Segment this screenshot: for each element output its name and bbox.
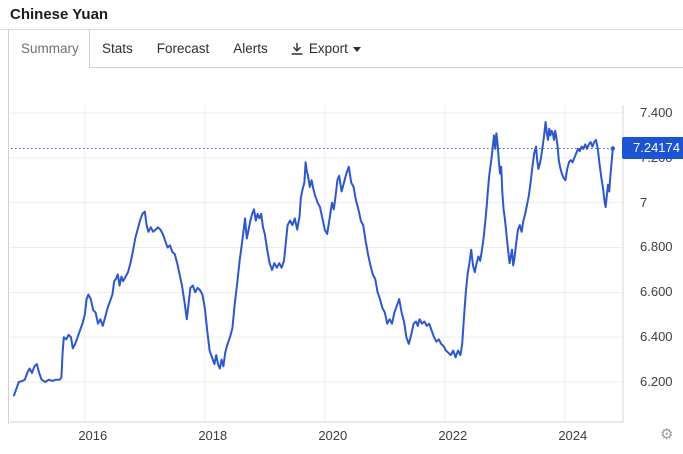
- y-axis-tick-label: 6.400: [640, 329, 673, 345]
- tab-alerts-label: Alerts: [233, 41, 268, 56]
- y-axis-tick-label: 6.800: [640, 239, 673, 255]
- title-bar: Chinese Yuan: [0, 0, 683, 30]
- price-line-series: [13, 121, 614, 397]
- tab-forecast-label: Forecast: [156, 41, 210, 56]
- x-axis-tick-label: 2022: [438, 428, 468, 443]
- export-menu-button[interactable]: Export: [290, 30, 361, 67]
- settings-gear-icon[interactable]: ⚙: [660, 426, 674, 443]
- x-axis-tick-label: 2016: [78, 428, 108, 443]
- tab-alerts[interactable]: Alerts: [221, 30, 280, 67]
- tab-stats[interactable]: Stats: [90, 30, 145, 67]
- export-menu-label: Export: [308, 41, 348, 56]
- last-price-dot: [610, 146, 615, 151]
- tab-summary[interactable]: Summary: [9, 30, 90, 68]
- y-axis-tick-label: 6.600: [640, 284, 673, 300]
- y-axis-tick-label: 6.200: [640, 373, 673, 389]
- download-icon: [291, 42, 303, 55]
- y-axis-tick-label: 7.400: [640, 105, 673, 120]
- x-axis-tick-label: 2020: [318, 428, 348, 443]
- current-price-badge: 7.24174: [622, 137, 683, 160]
- page-title: Chinese Yuan: [10, 6, 109, 23]
- chevron-down-icon: [352, 46, 361, 52]
- price-chart: [10, 105, 624, 423]
- y-axis-tick-label: 7: [640, 194, 648, 210]
- x-axis-tick-label: 2018: [198, 428, 228, 443]
- x-axis-tick-label: 2024: [558, 428, 588, 443]
- tab-forecast[interactable]: Forecast: [145, 30, 222, 67]
- content-panel: Summary Stats Forecast Alerts Export 7.2…: [8, 30, 683, 443]
- tab-bar: Summary Stats Forecast Alerts Export: [9, 30, 683, 68]
- tab-summary-label: Summary: [21, 41, 79, 56]
- chart-area: 7.24174 ⚙ 7.4007.20076.8006.6006.4006.20…: [9, 98, 683, 443]
- tab-stats-label: Stats: [102, 41, 133, 56]
